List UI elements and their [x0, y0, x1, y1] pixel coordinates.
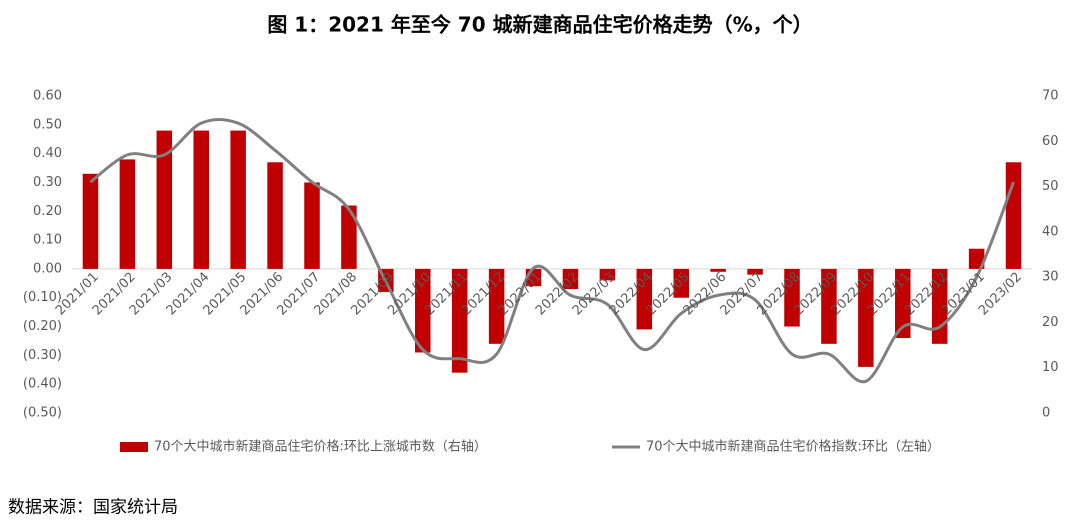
bar [599, 268, 616, 281]
y2-tick-label: 40 [1042, 224, 1059, 239]
bar [821, 268, 837, 344]
bar [304, 182, 320, 269]
bar [673, 268, 689, 298]
y2-tick-label: 70 [1042, 89, 1059, 104]
y-tick-label: 0.00 [33, 261, 62, 276]
bar [119, 159, 136, 269]
y-tick-label: (0.20) [23, 319, 62, 334]
y2-tick-label: 10 [1042, 360, 1059, 375]
bar [451, 268, 468, 373]
source-note: 数据来源：国家统计局 [8, 498, 178, 518]
y2-tick-label: 20 [1042, 315, 1059, 330]
bar [415, 268, 431, 353]
y-tick-label: (0.10) [23, 290, 62, 305]
bar [193, 130, 209, 269]
bar [636, 268, 653, 330]
y2-tick-label: 60 [1042, 134, 1059, 149]
legend-label: 70个大中城市新建商品住宅价格:环比上涨城市数（右轴） [154, 439, 487, 455]
bar [562, 268, 579, 290]
y2-tick-label: 0 [1042, 406, 1050, 421]
y-tick-label: 0.10 [33, 233, 62, 248]
bar [710, 268, 726, 272]
bar [156, 130, 173, 269]
bar [784, 268, 800, 327]
bar [267, 162, 283, 269]
bar [82, 173, 99, 269]
line [89, 117, 1015, 384]
chart-title: 图 1：2021 年至今 70 城新建商品住宅价格走势（%，个） [267, 13, 812, 37]
legend-swatch [120, 442, 148, 452]
y-tick-label: (0.40) [23, 377, 62, 392]
bar [858, 268, 874, 367]
y-tick-label: 0.20 [33, 204, 62, 219]
y-tick-label: (0.50) [23, 406, 62, 421]
bar [895, 268, 911, 339]
y-tick-label: 0.50 [33, 117, 62, 132]
bar [968, 248, 985, 269]
bar [488, 268, 505, 344]
y-tick-label: 0.60 [33, 89, 62, 104]
y-tick-label: (0.30) [23, 348, 62, 363]
bar [230, 130, 246, 269]
bar [747, 268, 763, 275]
y-tick-label: 0.30 [33, 175, 62, 190]
bar [341, 205, 357, 269]
y2-tick-label: 50 [1042, 179, 1059, 194]
bar [1005, 162, 1022, 269]
legend-label: 70个大中城市新建商品住宅价格指数:环比（左轴） [646, 439, 940, 455]
y-tick-label: 0.40 [33, 146, 62, 161]
y2-tick-label: 30 [1042, 270, 1059, 285]
